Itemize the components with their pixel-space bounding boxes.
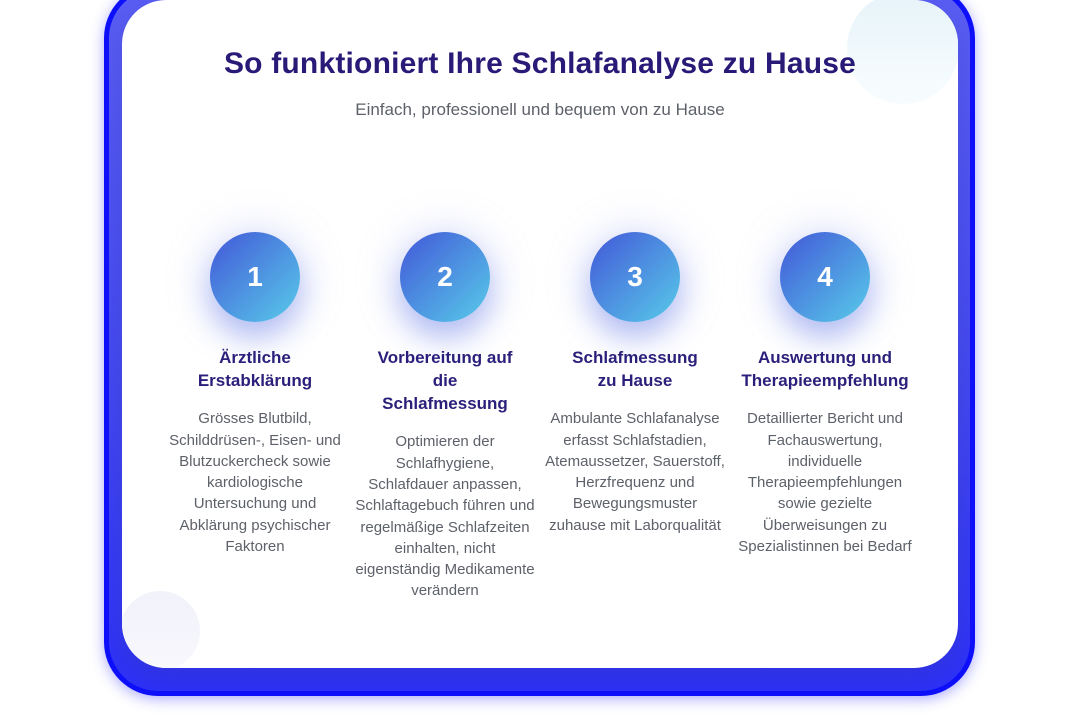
decorative-circle-top-right [847,0,958,104]
step-2-heading: Vorbereitung auf die Schlafmessung [377,348,513,414]
step-2-description: Optimieren der Schlafhygiene, Schlafdaue… [355,433,535,600]
step-1-number: 1 [247,261,263,292]
step-3-description: Ambulante Schlafanalyse erfasst Schlafst… [545,410,725,534]
step-4-number: 4 [817,261,833,292]
step-3-number: 3 [627,261,643,292]
step-3-heading: Schlafmessung zu Hause [572,348,698,391]
section-subtitle: Einfach, professionell und bequem von zu… [355,100,725,119]
step-1-number-badge: 1 [210,232,300,322]
decorative-circle-bottom-left [122,591,200,668]
step-1: 1 Ärztliche Erstabklärung Grösses Blutbi… [160,232,350,602]
step-3: 3 Schlafmessung zu Hause Ambulante Schla… [540,232,730,602]
step-2: 2 Vorbereitung auf die Schlafmessung Opt… [350,232,540,602]
step-2-number-badge: 2 [400,232,490,322]
content-card: So funktioniert Ihre Schlafanalyse zu Ha… [122,0,958,668]
steps-grid: 1 Ärztliche Erstabklärung Grösses Blutbi… [160,232,920,602]
step-4-description: Detaillierter Bericht und Fachauswertung… [738,410,912,555]
step-4-heading: Auswertung und Therapieempfehlung [741,348,909,391]
step-4: 4 Auswertung und Therapieempfehlung Deta… [730,232,920,602]
section-title: So funktioniert Ihre Schlafanalyse zu Ha… [223,47,857,80]
step-3-number-badge: 3 [590,232,680,322]
step-2-number: 2 [437,261,453,292]
step-4-number-badge: 4 [780,232,870,322]
step-1-heading: Ärztliche Erstabklärung [197,348,313,391]
step-1-description: Grösses Blutbild, Schilddrüsen-, Eisen- … [169,410,341,555]
